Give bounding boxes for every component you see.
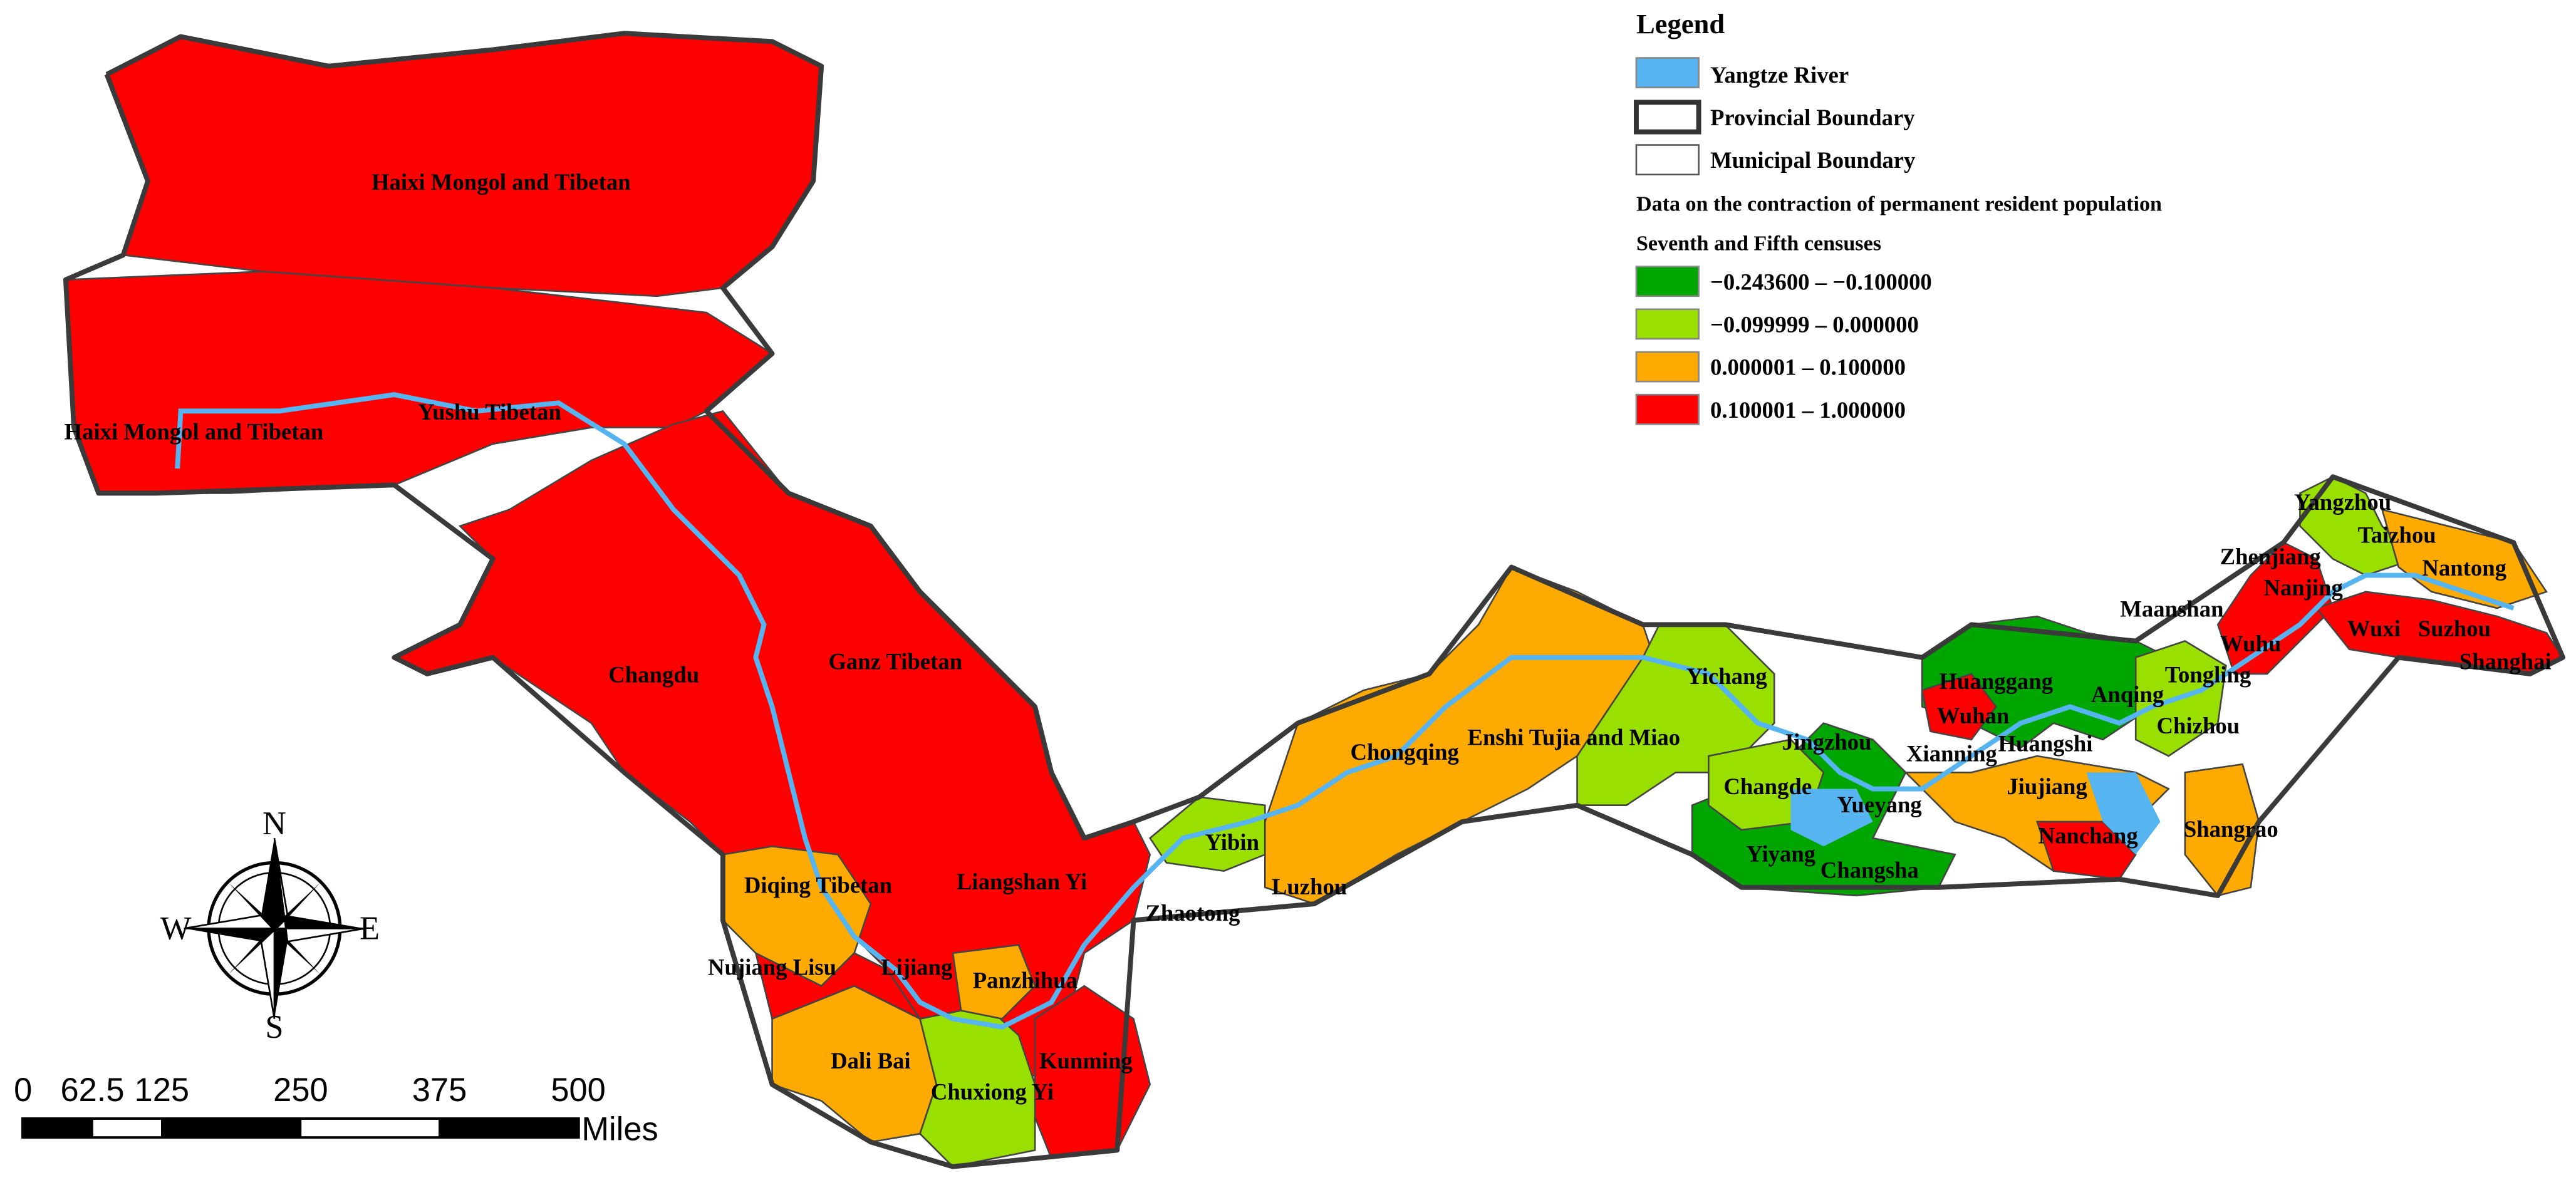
- place-label: Huangshi: [1998, 731, 2092, 757]
- place-label: Chuxiong Yi: [931, 1079, 1054, 1105]
- place-label: Ganz Tibetan: [828, 649, 962, 675]
- place-label: Changdu: [608, 662, 699, 688]
- river: [175, 392, 2515, 1030]
- region: [105, 32, 823, 297]
- legend-swatch: [1635, 266, 1700, 297]
- legend-class: −0.099999 – 0.000000: [1710, 311, 1919, 337]
- lake: [2086, 772, 2161, 855]
- place-label: Wuhan: [1937, 703, 2010, 728]
- place-label: Huanggang: [1940, 668, 2054, 694]
- place-labels: Haixi Mongol and Tibetan Haixi Mongol an…: [65, 169, 2552, 1105]
- legend-class: 0.100001 – 1.000000: [1710, 397, 1906, 423]
- place-label: Enshi Tujia and Miao: [1467, 724, 1680, 750]
- compass-letter: N: [262, 805, 286, 842]
- legend-item: Municipal Boundary: [1710, 147, 1915, 173]
- scale-segment: [22, 1118, 93, 1138]
- legend-swatch: [1635, 351, 1700, 383]
- place-label: Shangrao: [2184, 816, 2278, 842]
- legend-item: Yangtze River: [1710, 62, 1849, 88]
- place-label: Nantong: [2422, 555, 2506, 581]
- place-label: Nanjing: [2263, 575, 2342, 601]
- place-label: Changde: [1723, 773, 1812, 799]
- lake: [1790, 789, 1873, 847]
- scale-unit: Miles: [581, 1112, 658, 1148]
- legend-swatch: [1635, 393, 1700, 425]
- place-label: Anqing: [2091, 681, 2164, 707]
- legend-class: 0.000001 – 0.100000: [1710, 354, 1906, 380]
- provincial-boundary: [63, 31, 2565, 1169]
- region: [952, 944, 1036, 1020]
- legend: Legend Yangtze River Provincial Boundary…: [1634, 8, 2162, 425]
- region: [2184, 763, 2260, 897]
- place-label: Jingzhou: [1782, 729, 1872, 755]
- compass-letter: S: [265, 1009, 283, 1045]
- compass: N S E W: [160, 805, 380, 1045]
- scale-label: 375: [412, 1072, 467, 1109]
- scale-label: 125: [135, 1072, 190, 1109]
- place-label: Zhaotong: [1145, 900, 1240, 926]
- place-label: Zhenjiang: [2220, 544, 2321, 569]
- place-label: Yichang: [1686, 663, 1767, 689]
- region: [2381, 508, 2548, 609]
- place-label: Chongqing: [1350, 739, 1458, 765]
- region: [1921, 673, 1997, 741]
- place-label: Chizhou: [2157, 713, 2240, 738]
- place-label: Yangzhou: [2294, 489, 2391, 515]
- compass-letter: E: [360, 911, 380, 947]
- regions: [65, 32, 2564, 1168]
- scale-segment: [439, 1118, 579, 1138]
- scale-segment: [299, 1118, 440, 1138]
- place-label: Suzhou: [2418, 616, 2491, 641]
- scale-bar: Miles 0 62.5 125 250 375 500: [14, 1072, 658, 1148]
- legend-class: −0.243600 – −0.100000: [1710, 269, 1932, 294]
- region: [2036, 820, 2137, 881]
- legend-swatch: [1635, 57, 1700, 89]
- legend-swatch: [1635, 144, 1700, 176]
- scale-label: 250: [273, 1072, 328, 1109]
- place-label: Changsha: [1820, 857, 1919, 883]
- river-line: [175, 392, 2515, 1030]
- place-label: Kunming: [1039, 1048, 1133, 1073]
- scale-segment: [91, 1118, 163, 1138]
- place-label: Haixi Mongol and Tibetan: [371, 169, 631, 195]
- legend-item: Provincial Boundary: [1710, 105, 1915, 130]
- compass-star: [228, 882, 321, 975]
- place-label: Jiujiang: [2007, 773, 2087, 799]
- place-label: Yiyang: [1746, 841, 1815, 866]
- place-label: Nujiang Lisu: [708, 954, 836, 980]
- compass-letter: W: [160, 911, 192, 947]
- scale-segment: [161, 1118, 302, 1138]
- place-label: Yueyang: [1837, 792, 1921, 817]
- place-label: Maanshan: [2120, 596, 2223, 622]
- legend-subheading: Seventh and Fifth censuses: [1636, 232, 1881, 255]
- place-label: Lijiang: [881, 954, 952, 980]
- place-label: Taizhou: [2358, 522, 2436, 548]
- place-label: Dali Bai: [831, 1048, 910, 1073]
- place-label: Wuxi: [2347, 616, 2401, 641]
- place-label: Haixi Mongol and Tibetan: [65, 418, 324, 444]
- scale-label: 62.5: [60, 1072, 124, 1109]
- place-label: Yibin: [1205, 829, 1259, 855]
- scale-label: 0: [14, 1072, 32, 1109]
- legend-swatch: [1634, 100, 1701, 135]
- legend-title: Legend: [1636, 8, 1725, 39]
- place-label: Wuhu: [2220, 631, 2281, 656]
- place-label: Xianning: [1906, 740, 1997, 766]
- place-label: Luzhou: [1272, 874, 1347, 899]
- legend-swatch: [1635, 308, 1700, 340]
- place-label: Panzhihua: [973, 967, 1078, 993]
- place-label: Liangshan Yi: [957, 869, 1087, 894]
- legend-heading: Data on the contraction of permanent res…: [1636, 192, 2162, 215]
- scale-label: 500: [551, 1072, 605, 1109]
- place-label: Yushu Tibetan: [418, 399, 561, 425]
- place-label: Shanghai: [2459, 649, 2552, 675]
- place-label: Diqing Tibetan: [744, 872, 892, 898]
- place-label: Nanchang: [2038, 823, 2138, 849]
- place-label: Tongling: [2165, 662, 2251, 688]
